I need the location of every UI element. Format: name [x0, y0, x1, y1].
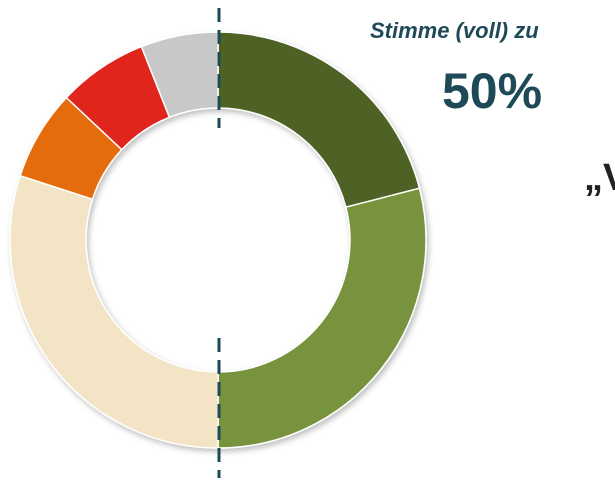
donut-segment — [217, 187, 427, 449]
donut-segment — [9, 174, 219, 449]
donut — [9, 31, 427, 449]
annotation: 50% — [442, 63, 542, 119]
annotation: Stimme (voll) zu — [370, 18, 539, 43]
donut-segment — [217, 31, 421, 209]
annotation: „V — [584, 157, 615, 199]
donut-segment — [140, 31, 219, 119]
